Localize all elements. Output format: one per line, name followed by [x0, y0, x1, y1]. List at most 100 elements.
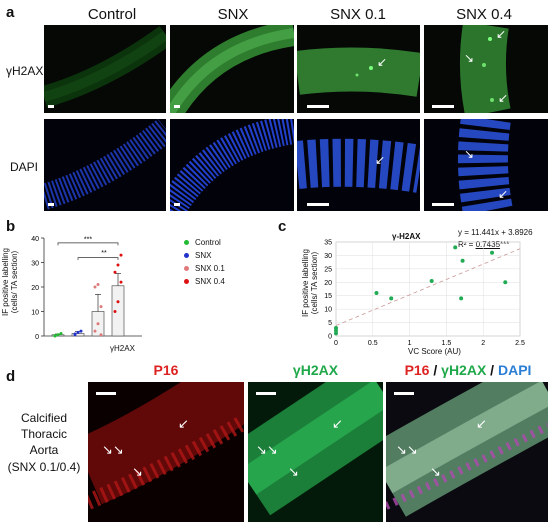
- y-tick-label: 10: [31, 310, 39, 317]
- legend-marker: [184, 240, 189, 245]
- y-tick-label: 5: [328, 320, 332, 327]
- scale-bar: [432, 105, 454, 108]
- plot-frame: [335, 241, 521, 337]
- y-tick-label: 30: [31, 261, 39, 268]
- micrograph-snx-dapi: [170, 119, 294, 211]
- side-label-line: Thoracic: [20, 427, 67, 442]
- merge-sep1: /: [429, 362, 442, 378]
- arrow-icon: ↙: [178, 416, 189, 431]
- arrow-icon: ↘↘: [256, 442, 278, 457]
- data-point: [56, 333, 60, 337]
- merge-sep2: /: [486, 362, 498, 378]
- arrow-icon: ↘↘: [102, 442, 124, 457]
- data-point: [113, 310, 117, 313]
- panel-d-title-p16: P16: [153, 362, 179, 378]
- chart-c-xlabel: VC Score (AU): [408, 347, 461, 356]
- r2-prefix: R² =: [458, 240, 476, 249]
- arrow-icon: ↘↘: [396, 442, 418, 457]
- panel-d-title-merge: P16 / γH2AX / DAPI: [386, 362, 550, 378]
- chart-c-equation: y = 11.441x + 3.8926: [458, 228, 533, 237]
- chart-c-title: γ-H2AX: [392, 232, 421, 241]
- scatter-point: [460, 258, 465, 263]
- panel-a-letter: a: [6, 4, 15, 21]
- chart-b-legend: Control SNX SNX 0.1 SNX 0.4: [184, 238, 274, 308]
- side-label-line: Aorta: [29, 443, 59, 458]
- micrograph-p16: ↘↘ ↙ ↘: [88, 382, 244, 522]
- arrow-icon: ↙: [332, 416, 343, 431]
- scatter-point: [453, 245, 458, 250]
- merge-dapi: DAPI: [497, 362, 532, 378]
- arrow-icon: ↙: [476, 416, 487, 431]
- arrow-icon: ↙: [377, 55, 388, 69]
- legend-item-snx-0-1: SNX 0.1: [184, 264, 225, 273]
- scale-bar: [307, 203, 329, 206]
- legend-label: SNX 0.1: [195, 264, 225, 273]
- chart-b-xlabel: γH2AX: [110, 344, 135, 353]
- legend-marker: [184, 266, 189, 271]
- panel-d-side-label: Calcified Thoracic Aorta (SNX 0.1/0.4): [0, 410, 88, 475]
- x-tick-label: 2: [481, 340, 485, 347]
- micrograph-snx01-dapi: ↙: [297, 119, 420, 211]
- data-point: [79, 329, 83, 333]
- arrow-icon: ↘: [288, 464, 299, 479]
- x-tick-label: 2.5: [515, 340, 525, 347]
- chart-c-r2: R² = 0.7435***: [458, 240, 509, 249]
- scatter-chart-c: 0 5 10 15 20 25 30 35 0 0.5 1 1.5 2 2.5: [324, 240, 525, 348]
- col-header-snx-04: SNX 0.4: [456, 6, 512, 23]
- arrow-icon: ↘: [464, 51, 475, 65]
- micrograph-merge: ↘↘ ↙ ↘: [386, 382, 548, 522]
- y-tick-label: 0: [328, 334, 332, 341]
- data-point: [116, 263, 120, 267]
- arrow-icon: ↙: [496, 27, 507, 41]
- data-point: [93, 285, 97, 289]
- micrograph-control-h2ax: [44, 25, 166, 113]
- scale-bar: [174, 203, 180, 206]
- legend-marker: [184, 279, 189, 284]
- scatter-point: [429, 278, 434, 283]
- data-point: [113, 270, 117, 274]
- panel-d-letter: d: [6, 368, 16, 385]
- scale-bar: [48, 105, 54, 108]
- micrograph-snx-h2ax: [170, 25, 294, 113]
- x-tick-label: 1: [408, 340, 412, 347]
- scale-bar: [48, 203, 54, 206]
- y-tick-label: 35: [324, 240, 332, 247]
- side-label-line: Calcified: [20, 411, 68, 425]
- data-point: [116, 300, 120, 304]
- panel-d-title-h2ax: γH2AX: [292, 362, 339, 378]
- arrow-icon: ↙: [498, 187, 509, 201]
- side-label-line: (SNX 0.1/0.4): [7, 459, 81, 474]
- chart-b-ylabel: IF positive labelling (cells/ TA section…: [1, 247, 19, 317]
- data-point: [119, 253, 123, 257]
- micrograph-snx04-h2ax: ↙ ↘ ↙: [424, 25, 548, 113]
- arrow-icon: ↘: [464, 147, 475, 161]
- data-point: [93, 329, 97, 333]
- col-header-snx: SNX: [217, 6, 249, 23]
- micrograph-h2ax: ↘↘ ↙ ↘: [248, 382, 383, 522]
- arrow-icon: ↘: [132, 464, 143, 479]
- data-point: [53, 334, 57, 338]
- scale-bar: [174, 105, 180, 108]
- scale-bar: [307, 105, 329, 108]
- col-header-control: Control: [87, 6, 137, 23]
- sig-label-top: ***: [84, 237, 92, 244]
- y-tick-label: 10: [324, 307, 332, 314]
- y-tick-label: 25: [324, 266, 332, 273]
- scale-bar: [432, 203, 454, 206]
- panel-b-letter: b: [6, 218, 16, 235]
- arrow-icon: ↙: [375, 153, 386, 167]
- data-point: [76, 330, 80, 334]
- x-tick-label: 0: [334, 340, 338, 347]
- legend-item-snx-0-4: SNX 0.4: [184, 277, 225, 286]
- r2-value: 0.7435: [475, 240, 501, 249]
- col-header-snx-01: SNX 0.1: [330, 6, 386, 23]
- micrograph-snx04-dapi: ↘ ↙: [424, 119, 548, 211]
- scale-bar: [394, 392, 414, 395]
- legend-item-control: Control: [184, 238, 221, 247]
- data-point: [96, 322, 100, 326]
- r2-suffix: ***: [500, 240, 510, 249]
- y-tick-label: 15: [324, 293, 332, 300]
- scatter-point: [334, 325, 338, 330]
- chart-c-ylabel: IF positive labelling (cells/ TA section…: [301, 248, 319, 318]
